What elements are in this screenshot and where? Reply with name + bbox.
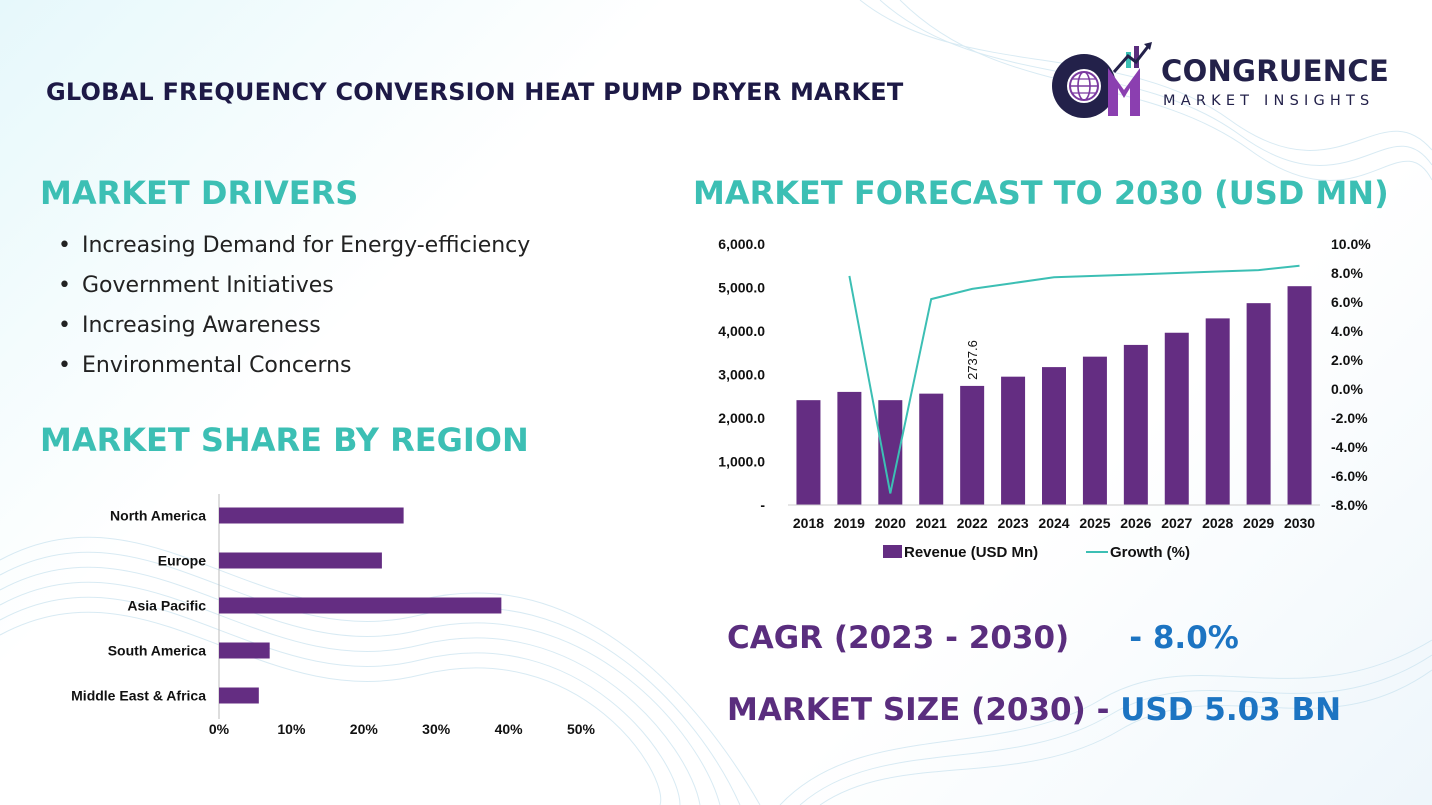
region-category-label: Middle East & Africa — [71, 688, 206, 704]
driver-item: • Increasing Demand for Energy-efficiency — [58, 229, 530, 269]
region-x-tick-label: 0% — [209, 721, 230, 737]
revenue-bar — [796, 400, 821, 505]
region-bar — [219, 597, 502, 614]
revenue-bar — [1123, 344, 1148, 505]
forecast-y-tick-label: 4,000.0 — [718, 323, 765, 339]
revenue-bar — [1205, 318, 1230, 505]
driver-item: • Environmental Concerns — [58, 349, 530, 389]
revenue-data-label: 2737.6 — [965, 340, 980, 380]
legend-revenue-swatch — [883, 545, 902, 558]
forecast-y-tick-label: 6,000.0 — [718, 236, 765, 252]
growth-line — [848, 264, 1300, 494]
page-title: GLOBAL FREQUENCY CONVERSION HEAT PUMP DR… — [46, 78, 904, 106]
forecast-y2-tick-label: -8.0% — [1331, 497, 1368, 513]
driver-text: Government Initiatives — [82, 273, 334, 298]
region-category-label: Europe — [158, 553, 206, 569]
bullet-icon: • — [58, 313, 71, 338]
driver-text: Increasing Awareness — [82, 313, 321, 338]
revenue-bar — [1001, 376, 1026, 505]
cagr-value: - 8.0% — [1129, 620, 1239, 656]
market-size-value: USD 5.03 BN — [1120, 692, 1342, 728]
driver-item: • Increasing Awareness — [58, 309, 530, 349]
region-x-tick-label: 30% — [422, 721, 451, 737]
forecast-y-tick-label: 3,000.0 — [718, 367, 765, 383]
forecast-x-tick-label: 2023 — [997, 515, 1028, 531]
cagr-stat: CAGR (2023 - 2030) - 8.0% — [727, 620, 1239, 656]
revenue-bar — [1164, 332, 1189, 505]
market-size-stat: MARKET SIZE (2030) - USD 5.03 BN — [727, 692, 1341, 728]
forecast-y-tick-label: 2,000.0 — [718, 410, 765, 426]
revenue-bar — [960, 385, 985, 505]
region-share-bar-chart: North America Europe Asia Pacific South Ame… — [71, 494, 596, 737]
forecast-y2-tick-label: 10.0% — [1331, 236, 1371, 252]
region-category-label: South America — [108, 643, 206, 659]
market-forecast-combo-chart: - 1,000.0 2,000.0 3,000.0 4,000.0 5,000.0 6,00… — [718, 236, 1371, 561]
legend-revenue-label: Revenue (USD Mn) — [904, 544, 1038, 561]
forecast-x-tick-label: 2026 — [1120, 515, 1151, 531]
cm-globe-logo-icon — [1052, 42, 1152, 118]
forecast-x-tick-label: 2022 — [957, 515, 988, 531]
logo-name: CONGRUENCE — [1161, 54, 1390, 88]
forecast-x-tick-label: 2025 — [1079, 515, 1110, 531]
forecast-y2-tick-label: -2.0% — [1331, 410, 1368, 426]
forecast-y-tick-label: 5,000.0 — [718, 280, 765, 296]
forecast-x-tick-label: 2021 — [916, 515, 947, 531]
revenue-bar — [1042, 367, 1066, 505]
forecast-y2-tick-label: -4.0% — [1331, 439, 1368, 455]
market-drivers-heading: MARKET DRIVERS — [40, 174, 359, 212]
driver-text: Increasing Demand for Energy-efficiency — [82, 233, 531, 258]
region-x-tick-label: 10% — [277, 721, 306, 737]
region-bar — [219, 507, 404, 524]
market-drivers-list: • Increasing Demand for Energy-efficiency… — [58, 229, 530, 389]
forecast-x-tick-label: 2030 — [1284, 515, 1315, 531]
forecast-y2-tick-label: 8.0% — [1331, 265, 1363, 281]
region-x-tick-label: 40% — [495, 721, 524, 737]
forecast-x-tick-label: 2020 — [875, 515, 906, 531]
region-x-tick-label: 50% — [567, 721, 596, 737]
forecast-y-tick-label: - — [760, 497, 765, 513]
forecast-x-tick-label: 2019 — [834, 515, 865, 531]
revenue-bar — [1246, 303, 1271, 505]
forecast-y2-tick-label: 0.0% — [1331, 381, 1363, 397]
region-bar — [219, 687, 259, 704]
bullet-icon: • — [58, 353, 71, 378]
bullet-icon: • — [58, 233, 71, 258]
region-bar — [219, 552, 382, 569]
market-share-heading: MARKET SHARE BY REGION — [40, 421, 529, 459]
forecast-x-tick-label: 2024 — [1038, 515, 1069, 531]
region-bar — [219, 642, 270, 659]
forecast-x-tick-label: 2018 — [793, 515, 824, 531]
legend-growth-label: Growth (%) — [1110, 544, 1190, 561]
market-forecast-heading: MARKET FORECAST TO 2030 (USD MN) — [693, 174, 1389, 212]
revenue-bar — [919, 393, 944, 505]
forecast-x-tick-label: 2028 — [1202, 515, 1233, 531]
forecast-y2-tick-label: -6.0% — [1331, 468, 1368, 484]
driver-text: Environmental Concerns — [82, 353, 352, 378]
forecast-y-tick-label: 1,000.0 — [718, 454, 765, 470]
driver-item: • Government Initiatives — [58, 269, 530, 309]
revenue-bar — [1287, 286, 1312, 505]
forecast-x-tick-label: 2029 — [1243, 515, 1274, 531]
company-logo: CONGRUENCE MARKET INSIGHTS — [1046, 42, 1406, 122]
region-x-tick-label: 20% — [350, 721, 379, 737]
forecast-y2-tick-label: 4.0% — [1331, 323, 1363, 339]
forecast-y2-tick-label: 2.0% — [1331, 352, 1363, 368]
market-size-label: MARKET SIZE (2030) - — [727, 692, 1121, 728]
bullet-icon: • — [58, 273, 71, 298]
cagr-label: CAGR (2023 - 2030) — [727, 620, 1070, 656]
forecast-x-tick-label: 2027 — [1161, 515, 1192, 531]
forecast-y2-tick-label: 6.0% — [1331, 294, 1363, 310]
logo-tagline: MARKET INSIGHTS — [1163, 93, 1375, 109]
revenue-bar — [1082, 356, 1107, 505]
revenue-bar — [837, 391, 862, 505]
region-category-label: North America — [110, 508, 206, 524]
region-category-label: Asia Pacific — [127, 598, 206, 614]
